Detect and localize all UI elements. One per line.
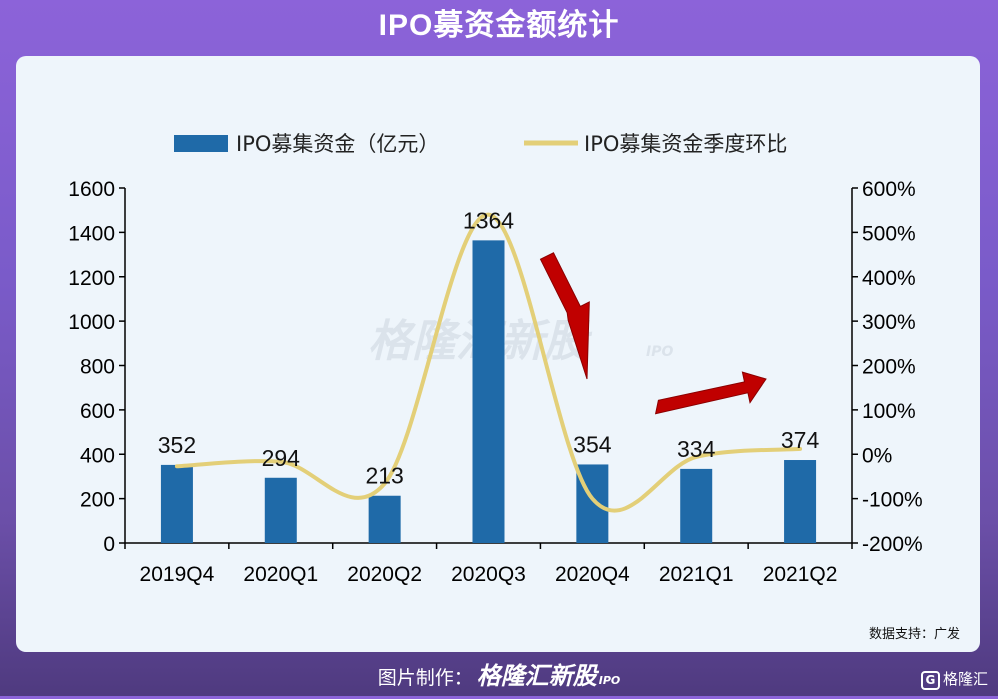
source-note: 数据支持：广发 — [869, 623, 960, 642]
right-tick-label: 0% — [862, 444, 892, 467]
bar — [369, 496, 401, 543]
legend-bar-swatch — [174, 135, 228, 152]
data-label: 294 — [262, 445, 301, 471]
watermark: 格隆汇新股 IPO — [368, 316, 673, 367]
trend-arrows — [541, 253, 767, 414]
legend: IPO募集资金（亿元） IPO募集资金季度环比 — [174, 132, 787, 156]
right-tick-label: 100% — [862, 400, 916, 423]
footer-brand-sub: IPO — [599, 674, 621, 687]
corner-logo-text: 格隆汇 — [943, 670, 988, 688]
right-tick-label: 400% — [862, 267, 916, 290]
left-tick-label: 400 — [80, 444, 115, 467]
footer-brand: 格隆汇新股 — [477, 662, 597, 690]
bar — [265, 478, 297, 543]
left-tick-label: 600 — [80, 400, 115, 423]
left-tick-label: 1000 — [68, 311, 115, 334]
data-label: 374 — [781, 427, 820, 453]
right-tick-label: 500% — [862, 222, 916, 245]
logo-icon: G — [921, 671, 940, 690]
up-arrow — [656, 372, 766, 414]
right-tick-label: -200% — [862, 533, 923, 556]
right-axis: -200% -100% 0% 100% 200% 300% 400% 500% 600% — [852, 178, 923, 556]
left-tick-label: 0 — [103, 533, 115, 556]
legend-line-label: IPO募集资金季度环比 — [584, 132, 787, 156]
footer-label: 图片制作： — [378, 667, 473, 689]
data-label: 354 — [573, 431, 612, 457]
bar — [680, 469, 712, 543]
bar — [473, 240, 505, 543]
left-tick-label: 1200 — [68, 267, 115, 290]
right-tick-label: 200% — [862, 356, 916, 379]
x-tick-label: 2020Q4 — [555, 563, 630, 586]
x-tick-label: 2020Q2 — [347, 563, 422, 586]
left-tick-label: 1600 — [68, 178, 115, 201]
legend-bar-label: IPO募集资金（亿元） — [236, 132, 439, 156]
data-label: 334 — [677, 436, 716, 462]
data-label: 213 — [365, 463, 403, 489]
watermark-sub: IPO — [646, 344, 673, 360]
left-axis: 0 200 400 600 800 1000 1200 1400 1600 — [68, 178, 125, 556]
right-tick-label: -100% — [862, 489, 923, 512]
right-tick-label: 300% — [862, 311, 916, 334]
chart-card: 格隆汇新股 IPO IPO募集资金（亿元） IPO募集资金季度环比 0 200 40… — [16, 56, 980, 652]
x-tick-label: 2020Q3 — [451, 563, 526, 586]
x-axis: 2019Q4 2020Q1 2020Q2 2020Q3 2020Q4 2021Q1 2021… — [125, 543, 852, 586]
chart: 格隆汇新股 IPO IPO募集资金（亿元） IPO募集资金季度环比 0 200 40… — [16, 56, 980, 652]
left-tick-label: 1400 — [68, 222, 115, 245]
data-label: 1364 — [463, 207, 514, 233]
x-tick-label: 2021Q1 — [659, 563, 734, 586]
data-label: 352 — [158, 432, 196, 458]
x-tick-label: 2021Q2 — [763, 563, 838, 586]
page-title: IPO募资金额统计 — [0, 6, 998, 46]
bar — [161, 465, 193, 543]
left-tick-label: 800 — [80, 356, 115, 379]
left-tick-label: 200 — [80, 489, 115, 512]
right-tick-label: 600% — [862, 178, 916, 201]
bar — [784, 460, 816, 543]
x-tick-label: 2020Q1 — [243, 563, 318, 586]
x-tick-label: 2019Q4 — [140, 563, 215, 586]
